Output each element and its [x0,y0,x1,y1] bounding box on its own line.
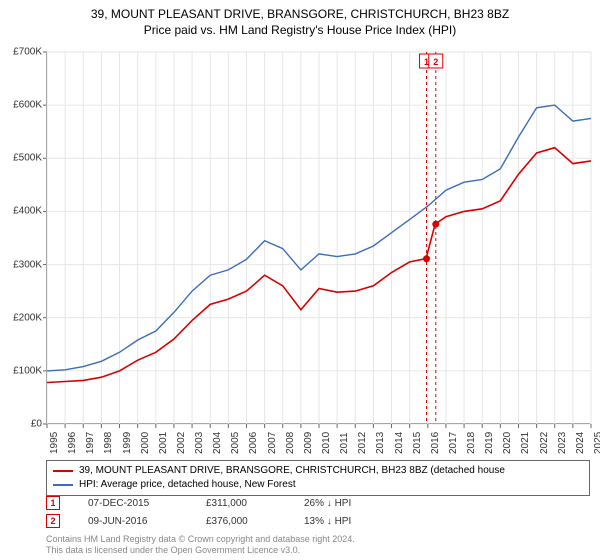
x-axis-label: 2021 [520,432,531,454]
x-axis-label: 2008 [285,432,296,454]
x-axis-label: 2013 [375,432,386,454]
x-axis-label: 2023 [557,432,568,454]
legend-swatch [53,470,73,472]
x-axis-label: 2009 [303,432,314,454]
x-axis-label: 2024 [575,432,586,454]
legend-label: 39, MOUNT PLEASANT DRIVE, BRANSGORE, CHR… [79,464,505,478]
marker-box: 1 [46,496,60,510]
x-axis-label: 2006 [248,432,259,454]
y-axis-label: £300K [2,259,42,270]
x-axis-label: 2014 [394,432,405,454]
y-axis-label: £200K [2,312,42,323]
x-axis-label: 2000 [140,432,151,454]
y-axis-label: £500K [2,153,42,164]
x-axis-label: 1997 [85,432,96,454]
x-axis-label: 1999 [122,432,133,454]
x-axis-label: 2010 [321,432,332,454]
x-axis-label: 2022 [539,432,550,454]
y-axis-label: £700K [2,47,42,58]
x-axis-label: 2007 [267,432,278,454]
x-axis-label: 2017 [448,432,459,454]
footer-line-2: This data is licensed under the Open Gov… [46,545,355,556]
y-axis-label: £100K [2,365,42,376]
transaction-price: £311,000 [206,498,276,509]
transaction-rows: 1 07-DEC-2015 £311,000 26% ↓ HPI 2 09-JUN-201… [46,496,590,532]
x-axis-label: 1996 [67,432,78,454]
transaction-price: £376,000 [206,516,276,527]
x-axis-label: 2004 [212,432,223,454]
legend-label: HPI: Average price, detached house, New … [79,478,296,492]
y-axis-label: £400K [2,206,42,217]
x-axis-label: 2002 [176,432,187,454]
footer-attribution: Contains HM Land Registry data © Crown c… [46,534,355,556]
legend-item: 39, MOUNT PLEASANT DRIVE, BRANSGORE, CHR… [53,464,583,478]
title-line-1: 39, MOUNT PLEASANT DRIVE, BRANSGORE, CHR… [0,6,600,22]
x-axis-label: 2003 [194,432,205,454]
transaction-pct: 13% ↓ HPI [304,516,394,527]
x-axis-label: 2005 [230,432,241,454]
y-axis-label: £600K [2,100,42,111]
footer-line-1: Contains HM Land Registry data © Crown c… [46,534,355,545]
legend-swatch [53,484,73,486]
transaction-row: 1 07-DEC-2015 £311,000 26% ↓ HPI [46,496,590,510]
chart-svg: 12 [47,52,591,424]
title-block: 39, MOUNT PLEASANT DRIVE, BRANSGORE, CHR… [0,0,600,38]
transaction-date: 09-JUN-2016 [88,516,178,527]
chart-plot-area: 12 [46,52,590,424]
x-axis-label: 1995 [49,432,60,454]
y-axis-label: £0 [2,419,42,430]
transaction-date: 07-DEC-2015 [88,498,178,509]
x-axis-label: 2019 [484,432,495,454]
marker-box: 2 [46,514,60,528]
transaction-row: 2 09-JUN-2016 £376,000 13% ↓ HPI [46,514,590,528]
legend-box: 39, MOUNT PLEASANT DRIVE, BRANSGORE, CHR… [46,460,590,496]
title-line-2: Price paid vs. HM Land Registry's House … [0,22,600,38]
x-axis-label: 1998 [103,432,114,454]
x-axis-label: 2015 [412,432,423,454]
x-axis-label: 2016 [430,432,441,454]
chart-container: 39, MOUNT PLEASANT DRIVE, BRANSGORE, CHR… [0,0,600,560]
x-axis-label: 2011 [339,432,350,454]
x-axis-label: 2012 [357,432,368,454]
x-axis-label: 2001 [158,432,169,454]
legend-item: HPI: Average price, detached house, New … [53,478,583,492]
transaction-pct: 26% ↓ HPI [304,498,394,509]
x-axis-label: 2025 [593,432,600,454]
x-axis-label: 2018 [466,432,477,454]
svg-text:2: 2 [433,57,438,67]
x-axis-label: 2020 [502,432,513,454]
